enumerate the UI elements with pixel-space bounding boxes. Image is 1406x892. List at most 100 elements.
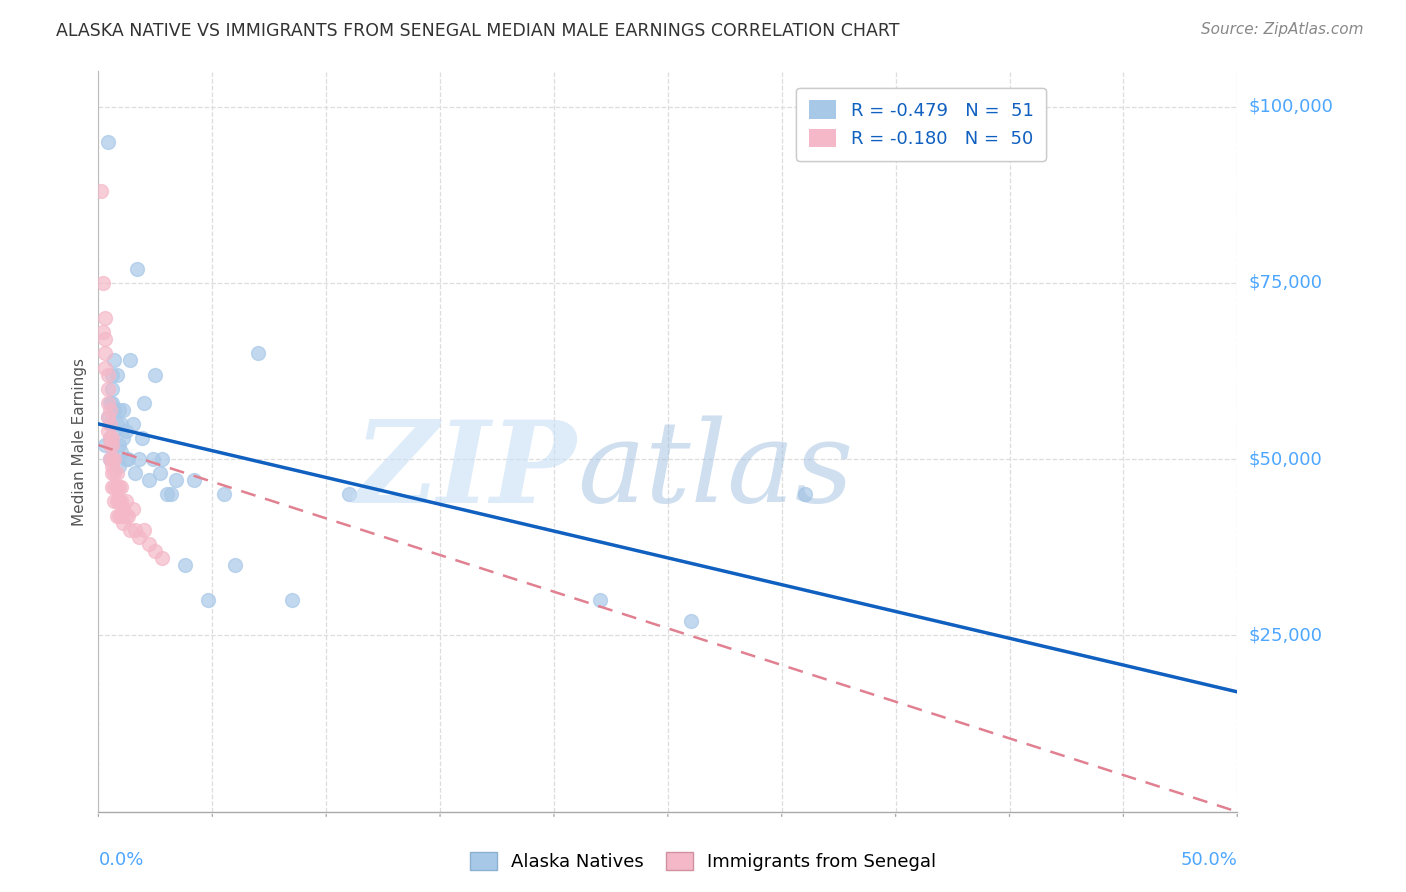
Point <box>98 452 121 467</box>
Point <box>156 487 179 501</box>
Point <box>96 424 118 438</box>
Point <box>150 452 173 467</box>
Point <box>103 402 125 417</box>
Point <box>101 438 124 452</box>
Point <box>281 593 304 607</box>
Point <box>110 480 132 494</box>
Point <box>110 417 132 431</box>
Point <box>94 346 117 360</box>
Point <box>96 382 118 396</box>
Point <box>96 409 118 424</box>
Point <box>108 494 131 508</box>
Point <box>174 558 197 572</box>
Point <box>96 396 118 410</box>
Point <box>150 550 173 565</box>
Point <box>91 276 114 290</box>
Text: ZIP: ZIP <box>354 416 576 526</box>
Legend: R = -0.479   N =  51, R = -0.180   N =  50: R = -0.479 N = 51, R = -0.180 N = 50 <box>796 87 1046 161</box>
Point <box>588 593 610 607</box>
Point <box>246 346 269 360</box>
Point <box>105 494 128 508</box>
Point <box>101 431 124 445</box>
Point <box>117 508 139 523</box>
Point <box>98 452 121 467</box>
Point <box>160 487 183 501</box>
Point <box>128 530 150 544</box>
Point <box>114 494 136 508</box>
Text: Source: ZipAtlas.com: Source: ZipAtlas.com <box>1201 22 1364 37</box>
Point <box>112 402 135 417</box>
Point <box>98 417 121 431</box>
Point <box>224 558 246 572</box>
Text: $75,000: $75,000 <box>1249 274 1323 292</box>
Point <box>91 325 114 339</box>
Point <box>112 501 135 516</box>
Point <box>98 438 121 452</box>
Y-axis label: Median Male Earnings: Median Male Earnings <box>72 358 87 525</box>
Point <box>121 417 143 431</box>
Point <box>101 452 124 467</box>
Point <box>94 332 117 346</box>
Point <box>145 368 167 382</box>
Point <box>103 494 125 508</box>
Point <box>98 396 121 410</box>
Point <box>101 368 124 382</box>
Point <box>112 431 135 445</box>
Text: ALASKA NATIVE VS IMMIGRANTS FROM SENEGAL MEDIAN MALE EARNINGS CORRELATION CHART: ALASKA NATIVE VS IMMIGRANTS FROM SENEGAL… <box>56 22 900 40</box>
Point <box>145 544 167 558</box>
Text: 0.0%: 0.0% <box>98 851 143 869</box>
Point <box>108 438 131 452</box>
Point <box>101 382 124 396</box>
Text: $50,000: $50,000 <box>1249 450 1322 468</box>
Point <box>103 467 125 481</box>
Point <box>110 445 132 459</box>
Point <box>108 508 131 523</box>
Point <box>138 537 160 551</box>
Point <box>101 467 124 481</box>
Point <box>138 473 160 487</box>
Point <box>94 438 117 452</box>
Point <box>679 615 702 629</box>
Point <box>120 523 142 537</box>
Text: atlas: atlas <box>576 416 853 526</box>
Point <box>132 396 155 410</box>
Point <box>124 467 146 481</box>
Point <box>101 396 124 410</box>
Point <box>165 473 187 487</box>
Point <box>105 480 128 494</box>
Point <box>103 353 125 368</box>
Point <box>120 353 142 368</box>
Point <box>110 494 132 508</box>
Point <box>793 487 815 501</box>
Point <box>131 431 153 445</box>
Point <box>90 184 112 198</box>
Point <box>105 417 128 431</box>
Point <box>124 523 146 537</box>
Point <box>105 508 128 523</box>
Point <box>337 487 360 501</box>
Point <box>114 508 136 523</box>
Point <box>105 467 128 481</box>
Point <box>212 487 235 501</box>
Point <box>98 431 121 445</box>
Point <box>94 311 117 326</box>
Point <box>108 480 131 494</box>
Point <box>94 360 117 375</box>
Point <box>142 452 165 467</box>
Point <box>112 516 135 530</box>
Point <box>110 508 132 523</box>
Point <box>117 452 139 467</box>
Legend: Alaska Natives, Immigrants from Senegal: Alaska Natives, Immigrants from Senegal <box>463 845 943 879</box>
Point <box>114 424 136 438</box>
Point <box>98 431 121 445</box>
Point <box>108 402 131 417</box>
Point <box>96 368 118 382</box>
Text: 50.0%: 50.0% <box>1181 851 1237 869</box>
Point <box>128 452 150 467</box>
Point <box>103 480 125 494</box>
Point <box>105 368 128 382</box>
Text: $100,000: $100,000 <box>1249 97 1333 116</box>
Point <box>183 473 205 487</box>
Point <box>103 424 125 438</box>
Point <box>98 417 121 431</box>
